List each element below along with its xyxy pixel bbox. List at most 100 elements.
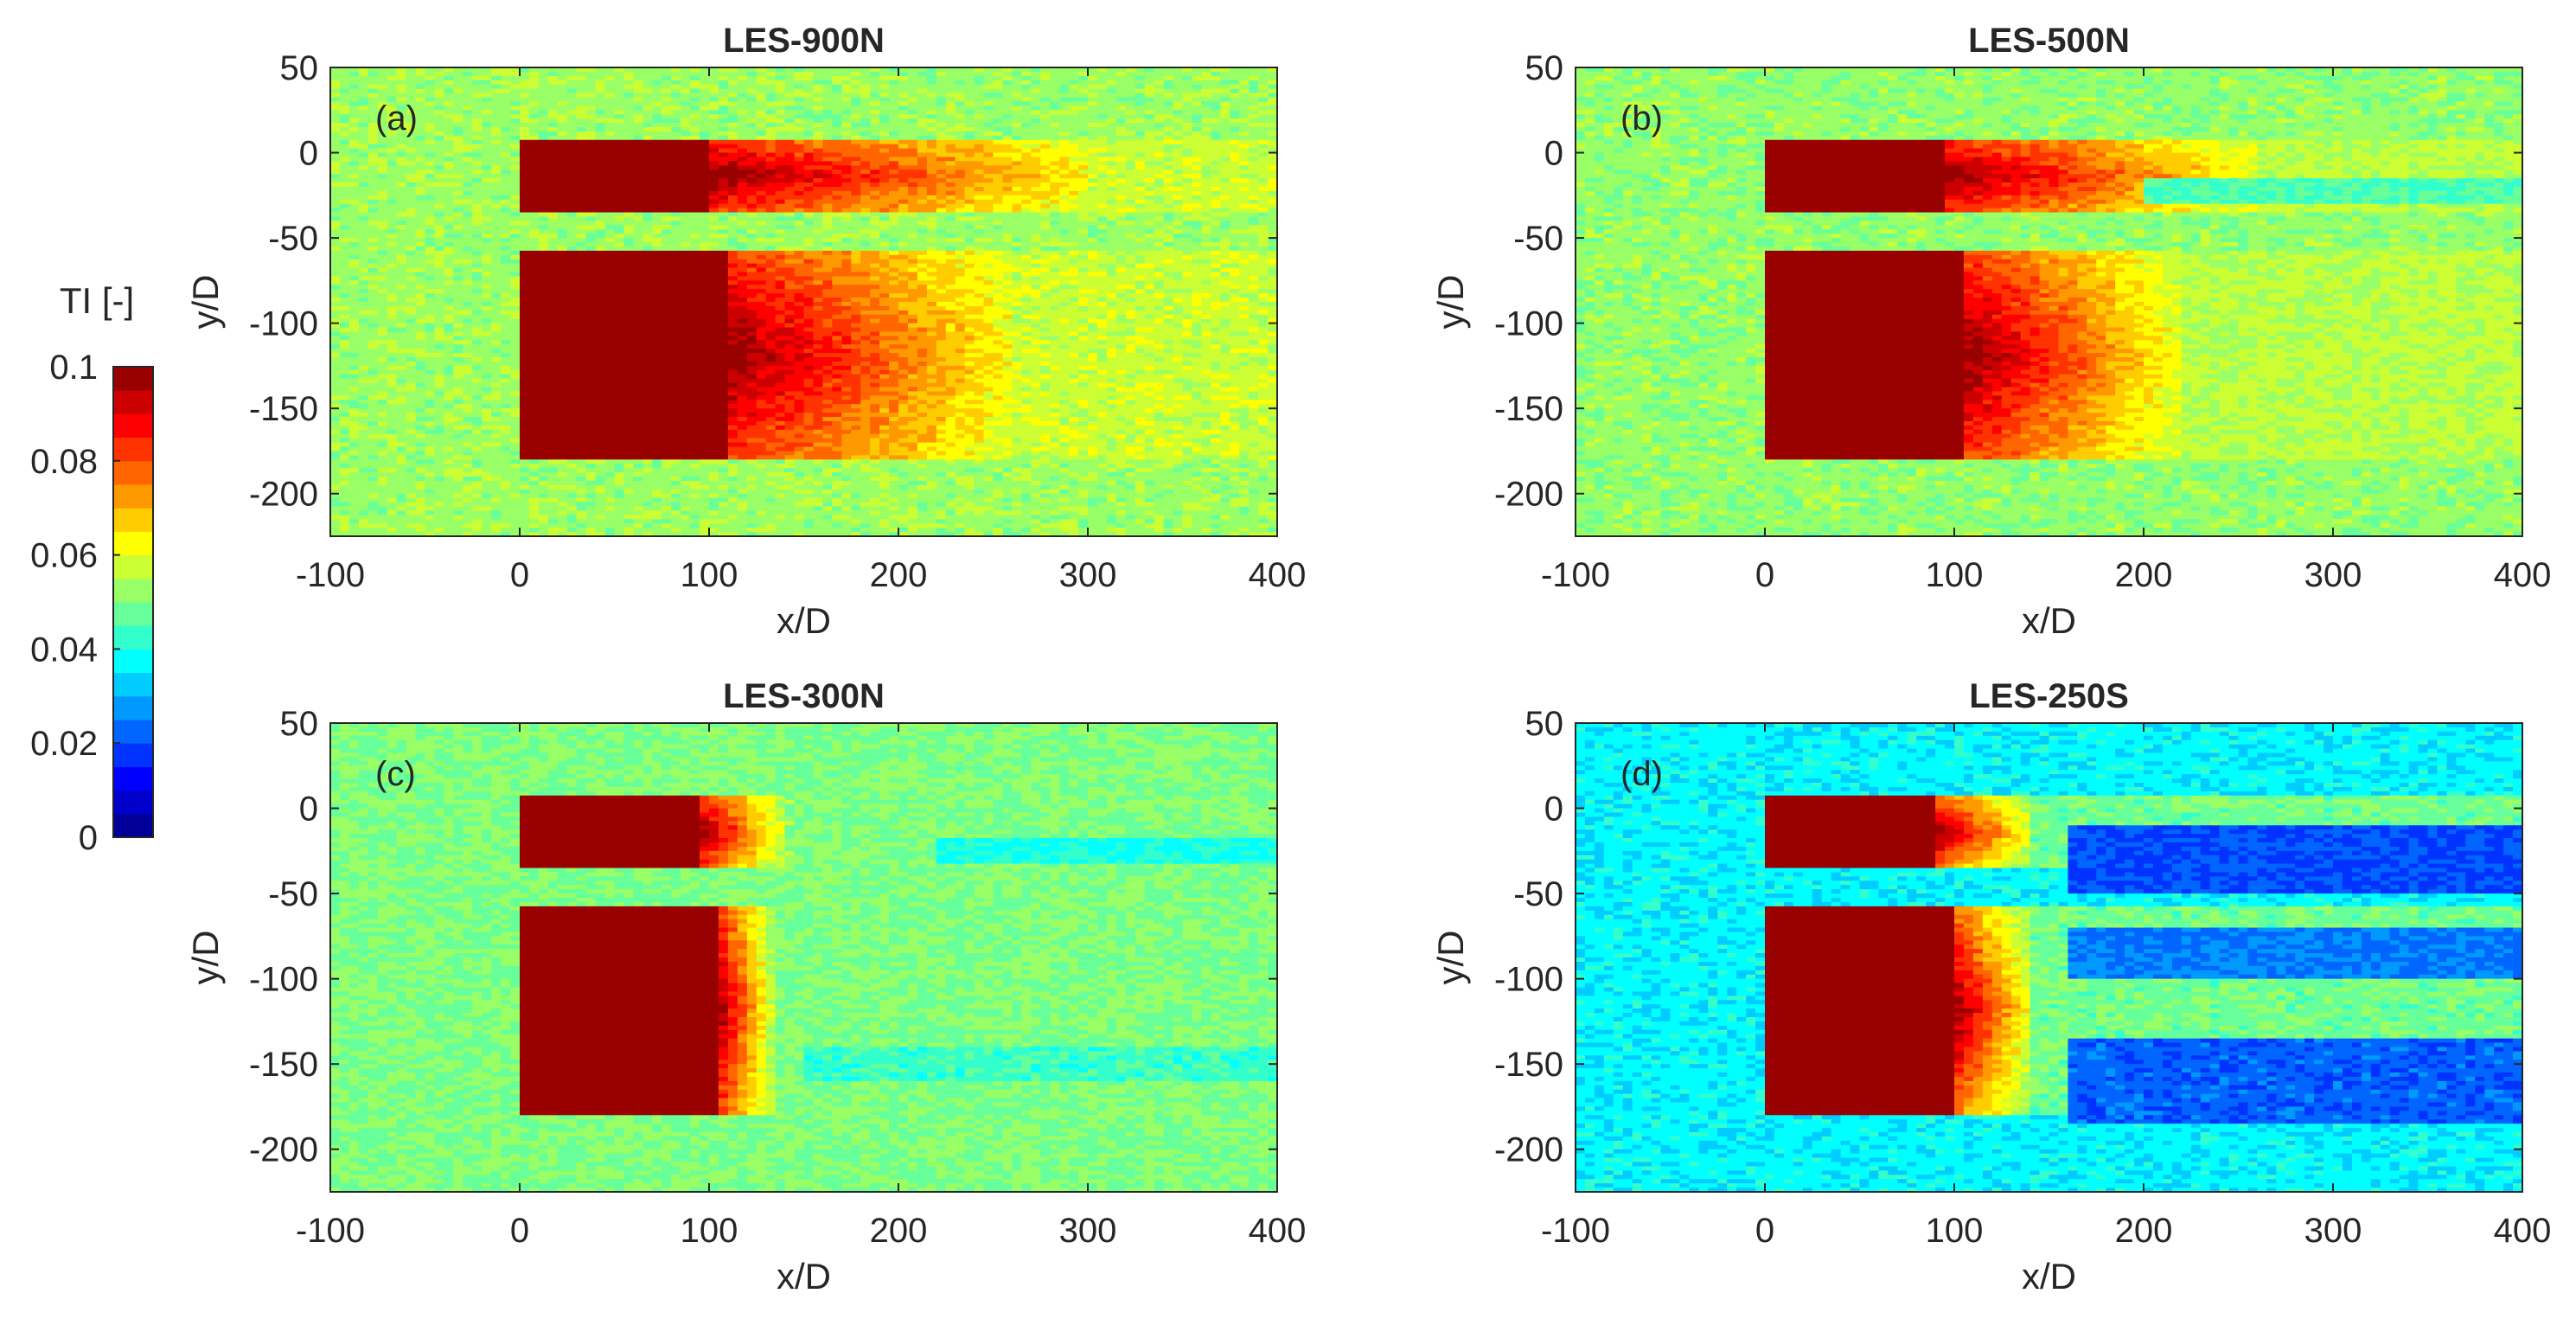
heatmap-cell <box>387 71 398 77</box>
heatmap-cell <box>330 139 341 145</box>
heatmap-cell <box>406 208 417 214</box>
heatmap-cell <box>907 234 918 239</box>
heatmap-cell <box>775 93 786 99</box>
heatmap-cell <box>870 182 880 188</box>
heatmap-cell <box>1230 101 1240 106</box>
heatmap-cell <box>662 254 672 260</box>
heatmap-cell <box>1163 254 1174 260</box>
heatmap-cell <box>746 123 757 128</box>
heatmap-cell <box>368 110 379 115</box>
heatmap-cell <box>1078 161 1089 166</box>
heatmap-cell <box>945 123 956 128</box>
heatmap-cell <box>482 203 492 209</box>
heatmap-cell <box>576 190 587 196</box>
heatmap-cell <box>434 114 444 119</box>
heatmap-cell <box>614 88 625 94</box>
heatmap-cell <box>879 106 890 111</box>
heatmap-cell <box>1050 101 1060 106</box>
heatmap-cell <box>709 123 719 128</box>
heatmap-cell <box>917 242 928 247</box>
heatmap-cell <box>406 88 417 94</box>
heatmap-cell <box>671 165 681 170</box>
heatmap-cell <box>482 234 492 239</box>
heatmap-cell <box>727 131 738 137</box>
heatmap-cell <box>1249 84 1259 90</box>
heatmap-cell <box>1163 75 1174 81</box>
heatmap-cell <box>794 101 805 106</box>
heatmap-cell <box>851 97 861 103</box>
heatmap-cell <box>368 254 379 260</box>
heatmap-cell <box>415 67 426 73</box>
heatmap-cell <box>889 225 899 230</box>
heatmap-cell <box>917 110 928 115</box>
heatmap-cell <box>1163 190 1174 196</box>
heatmap-cell <box>1125 118 1136 124</box>
heatmap-cell <box>406 259 417 265</box>
heatmap-cell <box>926 225 937 230</box>
heatmap-cell <box>1239 93 1250 99</box>
heatmap-cell <box>1031 234 1041 239</box>
heatmap-cell <box>482 246 492 252</box>
heatmap-cell <box>557 229 568 234</box>
heatmap-cell <box>983 123 994 128</box>
heatmap-cell <box>642 199 653 205</box>
heatmap-cell <box>756 186 767 192</box>
heatmap-cell <box>879 110 890 115</box>
heatmap-cell <box>377 161 388 166</box>
heatmap-cell <box>348 216 360 221</box>
heatmap-cell <box>870 101 880 106</box>
heatmap-cell <box>1192 267 1202 273</box>
heatmap-cell <box>671 246 681 252</box>
heatmap-cell <box>917 174 928 179</box>
heatmap-cell <box>330 199 341 205</box>
heatmap-cell <box>1163 144 1174 150</box>
heatmap-cell <box>1192 259 1202 265</box>
heatmap-cell <box>623 148 634 154</box>
heatmap-cell <box>623 263 634 269</box>
heatmap-cell <box>491 118 502 124</box>
heatmap-cell <box>709 71 719 77</box>
heatmap-cell <box>671 216 681 221</box>
heatmap-cell <box>633 114 643 119</box>
heatmap-cell <box>983 216 994 221</box>
heatmap-cell <box>1239 254 1250 260</box>
heatmap-cell <box>1050 216 1060 221</box>
heatmap-cell <box>491 246 502 252</box>
heatmap-cell <box>889 242 899 247</box>
heatmap-cell <box>1239 123 1250 128</box>
heatmap-cell <box>330 101 341 106</box>
heatmap-cell <box>1220 135 1230 141</box>
heatmap-cell <box>1220 234 1230 239</box>
heatmap-cell <box>718 199 729 205</box>
heatmap-cell <box>528 97 540 103</box>
heatmap-cell <box>595 97 606 103</box>
heatmap-cell <box>538 106 549 111</box>
heatmap-cell <box>566 110 578 115</box>
heatmap-cell <box>557 123 568 128</box>
heatmap-cell <box>926 203 937 209</box>
heatmap-cell <box>907 131 918 137</box>
heatmap-cell <box>690 216 700 221</box>
heatmap-cell <box>595 144 606 150</box>
heatmap-cell <box>889 71 899 77</box>
heatmap-cell <box>387 246 398 252</box>
heatmap-cell <box>681 152 691 158</box>
heatmap-cell <box>690 263 700 269</box>
heatmap-cell <box>993 71 1004 77</box>
heatmap-cell <box>907 178 918 183</box>
heatmap-cell <box>425 242 436 247</box>
heatmap-cell <box>1096 259 1108 265</box>
heatmap-cell <box>662 139 672 145</box>
heatmap-cell <box>557 208 568 214</box>
heatmap-cell <box>368 259 379 265</box>
heatmap-cell <box>387 225 398 230</box>
heatmap-cell <box>472 234 483 239</box>
heatmap-cell <box>510 80 521 86</box>
heatmap-cell <box>718 267 729 273</box>
heatmap-cell <box>1201 80 1211 86</box>
heatmap-cell <box>746 126 757 132</box>
heatmap-cell <box>671 242 681 247</box>
heatmap-cell <box>746 88 757 94</box>
heatmap-cell <box>415 225 426 230</box>
heatmap-cell <box>794 195 805 201</box>
